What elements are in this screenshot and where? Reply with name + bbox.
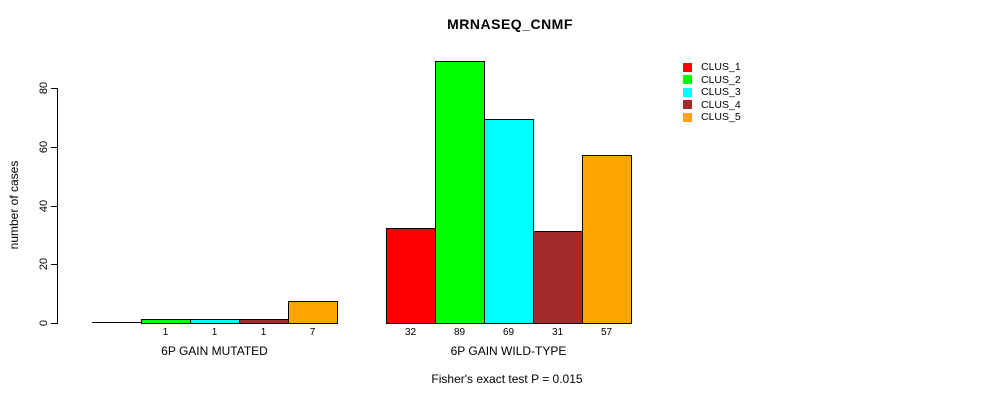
- bar-count-label: 31: [551, 327, 564, 338]
- y-axis-tick: [51, 147, 57, 148]
- bar-clus_4-group2: [533, 231, 583, 324]
- legend-swatch-icon: [683, 75, 692, 85]
- bar-clus_3-group2: [484, 119, 534, 324]
- legend-label: CLUS_1: [701, 61, 741, 74]
- y-tick-label: 80: [38, 81, 50, 95]
- legend-item-clus_1: CLUS_1: [683, 61, 741, 74]
- y-axis-tick: [51, 88, 57, 89]
- bar-clus_5-group2: [582, 155, 632, 324]
- y-axis-line: [57, 88, 58, 324]
- bar-clus_4-group1: [239, 319, 289, 324]
- legend-item-clus_3: CLUS_3: [683, 86, 741, 99]
- fisher-test-annotation: Fisher's exact test P = 0.015: [431, 372, 583, 386]
- bar-count-label: 69: [502, 327, 515, 338]
- chart-title: MRNASEQ_CNMF: [447, 16, 573, 32]
- bar-count-label: 57: [600, 327, 613, 338]
- x-group-label: 6P GAIN MUTATED: [161, 344, 268, 358]
- bar-clus_1-group1: [92, 322, 142, 323]
- legend-item-clus_5: CLUS_5: [683, 111, 741, 124]
- x-group-label: 6P GAIN WILD-TYPE: [450, 344, 567, 358]
- y-tick-label: 60: [38, 140, 50, 154]
- y-tick-label: 20: [38, 257, 50, 271]
- bar-clus_3-group1: [190, 319, 240, 324]
- y-tick-label: 40: [38, 199, 50, 213]
- legend-item-clus_4: CLUS_4: [683, 99, 741, 112]
- bar-clus_2-group2: [435, 61, 485, 324]
- legend-swatch-icon: [683, 112, 692, 122]
- legend-label: CLUS_3: [701, 86, 741, 99]
- y-axis-tick: [51, 264, 57, 265]
- y-axis-tick: [51, 323, 57, 324]
- bar-clus_5-group1: [288, 301, 338, 324]
- legend: CLUS_1 CLUS_2 CLUS_3 CLUS_4 CLUS_5: [683, 61, 741, 124]
- legend-swatch-icon: [683, 100, 692, 110]
- y-axis-tick: [51, 206, 57, 207]
- legend-label: CLUS_2: [701, 73, 741, 86]
- bar-count-label: 1: [162, 327, 169, 338]
- legend-swatch-icon: [683, 87, 692, 97]
- bar-count-label: 1: [211, 327, 218, 338]
- legend-label: CLUS_5: [701, 111, 741, 124]
- legend-swatch-icon: [683, 62, 692, 72]
- bar-count-label: 32: [404, 327, 417, 338]
- bar-count-label: 89: [453, 327, 466, 338]
- bar-clus_2-group1: [141, 319, 191, 324]
- legend-label: CLUS_4: [701, 98, 741, 111]
- bar-clus_1-group2: [386, 228, 436, 324]
- bar-count-label: 7: [309, 327, 316, 338]
- y-tick-label: 0: [38, 319, 50, 327]
- bar-count-label: 1: [260, 327, 267, 338]
- legend-item-clus_2: CLUS_2: [683, 74, 741, 87]
